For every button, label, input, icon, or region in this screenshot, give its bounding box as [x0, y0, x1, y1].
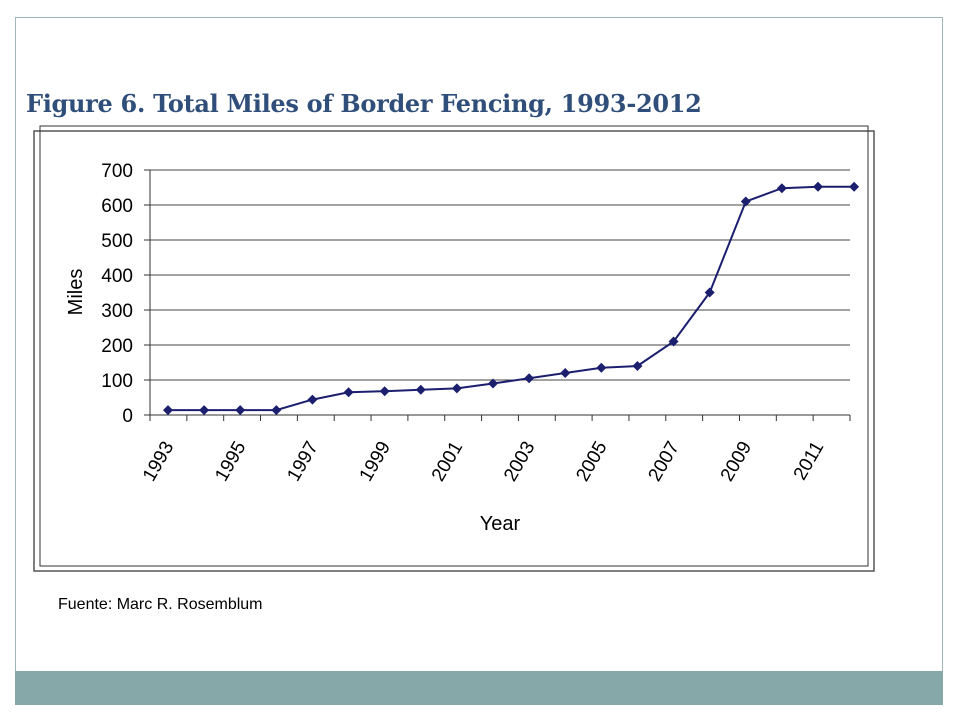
data-point [560, 368, 571, 378]
y-tick-labels: 0 100 200 300 400 500 600 700 [101, 161, 133, 427]
figure-title: Figure 6. Total Miles of Border Fencing,… [26, 89, 702, 118]
y-tick-label: 400 [101, 266, 133, 287]
data-point [379, 386, 390, 397]
y-axis-label: Miles [65, 269, 87, 316]
data-point [235, 405, 246, 416]
series-line [168, 185, 855, 412]
data-point [488, 378, 498, 389]
data-point [524, 373, 535, 384]
data-point [307, 394, 318, 405]
chart-inner-border [39, 125, 869, 567]
y-tick-label: 600 [101, 196, 133, 217]
series-line-path [168, 185, 855, 412]
data-point [451, 383, 462, 394]
footer-band [15, 671, 943, 705]
data-point [415, 384, 426, 395]
y-tick-label: 500 [101, 231, 133, 252]
data-point [849, 181, 860, 192]
x-axis-label: Year [480, 513, 521, 535]
data-point [704, 287, 715, 298]
data-point [343, 387, 354, 398]
data-point [632, 361, 643, 371]
y-tick-label: 100 [101, 371, 133, 392]
chart-outer-border [33, 130, 875, 572]
data-point [813, 181, 823, 192]
y-tick-label: 200 [101, 336, 133, 357]
data-point [199, 405, 210, 416]
data-point [163, 405, 173, 416]
axes [144, 169, 851, 421]
data-point [668, 336, 679, 347]
data-point [271, 405, 282, 416]
data-points [163, 181, 860, 416]
data-point [776, 183, 787, 194]
y-tick-label: 700 [101, 161, 133, 182]
data-point [740, 196, 751, 207]
source-note: Fuente: Marc R. Rosemblum [58, 596, 263, 613]
data-point [596, 362, 607, 373]
y-tick-label: 0 [122, 406, 133, 427]
y-tick-label: 300 [101, 301, 133, 322]
